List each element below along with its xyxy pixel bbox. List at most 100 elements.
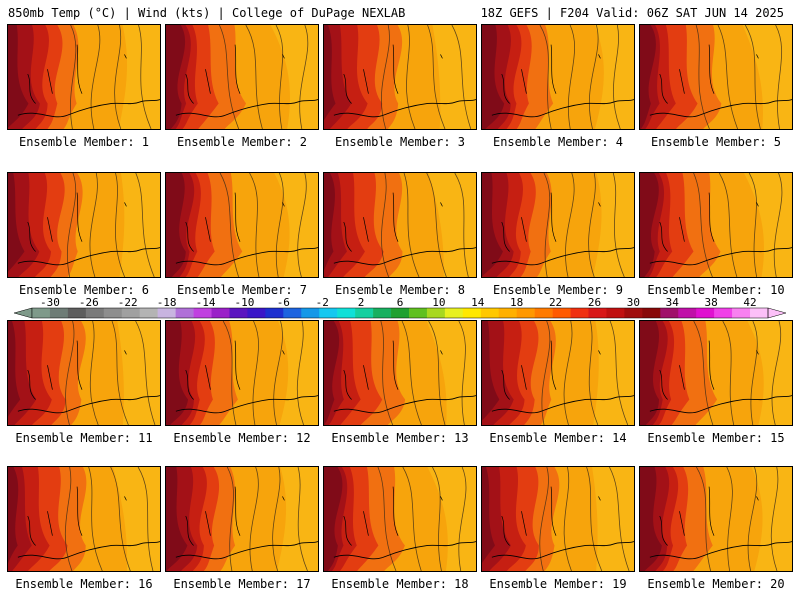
isotherm-contour: [744, 25, 761, 129]
warm-plume-layer: [324, 173, 335, 277]
isotherm-contour: [138, 25, 152, 129]
state-borders: [501, 44, 601, 104]
gulf-coastline: [491, 395, 634, 414]
isotherm-contour: [770, 467, 779, 571]
colorbar-tick-label: -2: [316, 296, 329, 309]
state-borders: [501, 340, 601, 400]
isotherm-contour: [612, 173, 625, 277]
isotherm-contour: [773, 173, 783, 277]
isotherm-contour: [377, 467, 397, 571]
state-borders: [343, 486, 443, 546]
colorbar-segment: [588, 308, 607, 318]
cool-region: [276, 467, 318, 571]
gulf-coastline: [175, 395, 318, 414]
isotherm-contour: [296, 321, 304, 425]
colorbar-segment: [391, 308, 410, 318]
ensemble-member-map: [481, 320, 635, 426]
state-borders: [501, 486, 601, 546]
colorbar-tick-label: 22: [549, 296, 562, 309]
temperature-field-map: [8, 321, 160, 425]
temperature-field-map: [640, 321, 792, 425]
colorbar-tick-label: -14: [196, 296, 216, 309]
colorbar-segment: [121, 308, 141, 318]
isotherm-contour: [297, 467, 308, 571]
ensemble-member-caption: Ensemble Member: 15: [647, 431, 785, 445]
isotherm-contour: [432, 467, 442, 571]
ensemble-member-caption: Ensemble Member: 19: [489, 577, 627, 591]
ensemble-member-map: [165, 320, 319, 426]
ensemble-member-map: [481, 466, 635, 572]
cool-region: [119, 173, 160, 277]
cool-region: [426, 321, 476, 425]
ensemble-member-map: [639, 466, 793, 572]
colorbar-segment: [750, 308, 769, 318]
ensemble-member-map: [639, 172, 793, 278]
isotherm-contour: [272, 467, 281, 571]
isotherm-contour: [750, 321, 758, 425]
ensemble-member-map: [165, 172, 319, 278]
colorbar-tick-label: 34: [666, 296, 680, 309]
colorbar-tick-label: 2: [358, 296, 365, 309]
gulf-coastline: [17, 395, 160, 414]
colorbar-frame: [31, 307, 769, 319]
warm-plume-layer: [324, 321, 340, 425]
colorbar-min-arrow: [14, 307, 33, 319]
temperature-field-map: [324, 25, 476, 129]
temperature-field-map: [324, 467, 476, 571]
temperature-field-map: [166, 173, 318, 277]
ensemble-member-caption: Ensemble Member: 3: [334, 135, 466, 149]
colorbar-max-arrow: [767, 307, 786, 319]
state-borders: [27, 486, 127, 546]
isotherm-contour: [748, 173, 758, 277]
colorbar-segment: [408, 308, 428, 318]
isotherm-contour: [273, 321, 283, 425]
isotherm-contour: [451, 25, 472, 129]
state-borders: [659, 340, 759, 400]
gulf-coastline: [175, 541, 318, 560]
temperature-field-map: [166, 321, 318, 425]
ensemble-member-caption: Ensemble Member: 11: [15, 431, 153, 445]
gulf-coastline: [649, 395, 792, 414]
ensemble-member-caption: Ensemble Member: 10: [647, 283, 785, 297]
ensemble-member-caption: Ensemble Member: 14: [489, 431, 627, 445]
colorbar-segment: [139, 308, 158, 318]
isotherm-contour: [226, 467, 234, 571]
isotherm-contour: [297, 173, 307, 277]
warm-plume-layer: [640, 25, 656, 129]
isotherm-contour: [275, 25, 284, 129]
ensemble-member-caption: Ensemble Member: 13: [331, 431, 469, 445]
colorbar-segment: [157, 308, 176, 318]
ensemble-member-map: [481, 172, 635, 278]
state-borders: [185, 44, 285, 104]
ensemble-member-map: [323, 172, 477, 278]
isotherm-contour: [693, 173, 713, 277]
colorbar-segment: [301, 308, 320, 318]
colorbar-segment: [516, 308, 535, 318]
temperature-field-map: [482, 321, 634, 425]
isotherm-contour: [427, 25, 446, 129]
warm-plume-layer: [166, 25, 186, 129]
isotherm-contour: [380, 321, 394, 425]
isotherm-contour: [693, 321, 714, 425]
isotherm-contour: [135, 173, 155, 277]
page-header: 850mb Temp (°C) | Wind (kts) | College o…: [0, 0, 800, 24]
colorbar-tick-label: 26: [588, 296, 601, 309]
ensemble-member-map: [165, 466, 319, 572]
colorbar-segment: [49, 308, 69, 318]
colorbar-tick-label: 18: [510, 296, 523, 309]
colorbar-segment: [498, 308, 517, 318]
isotherm-contour: [252, 321, 259, 425]
ensemble-member-caption: Ensemble Member: 8: [334, 283, 466, 297]
state-borders: [27, 192, 127, 252]
warm-plume-layer: [640, 321, 660, 425]
isotherm-contour: [563, 321, 573, 425]
colorbar-segment: [696, 308, 715, 318]
colorbar-segment: [247, 308, 266, 318]
gulf-coastline: [333, 541, 476, 560]
isotherm-contour: [222, 321, 237, 425]
colorbar-tick-label: -10: [234, 296, 254, 309]
isotherm-contour: [135, 321, 156, 425]
colorbar-tick-label: -6: [277, 296, 290, 309]
isotherm-contour: [110, 467, 131, 571]
isotherm-contour: [696, 467, 712, 571]
